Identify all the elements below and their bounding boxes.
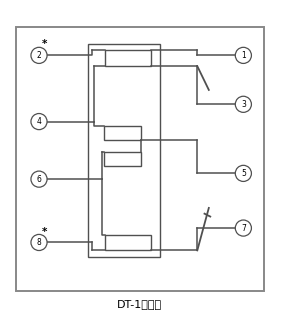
Text: 2: 2	[37, 51, 41, 60]
Bar	[88, 44, 160, 257]
Text: *: *	[42, 226, 47, 237]
Circle shape	[235, 96, 251, 112]
Circle shape	[31, 114, 47, 130]
Circle shape	[31, 234, 47, 251]
Text: 8: 8	[37, 238, 41, 247]
Bar	[105, 234, 151, 250]
Bar	[105, 50, 151, 66]
Bar	[16, 27, 264, 291]
Text: 3: 3	[241, 100, 246, 109]
Circle shape	[31, 47, 47, 63]
Circle shape	[235, 47, 251, 63]
Circle shape	[31, 171, 47, 187]
Circle shape	[235, 220, 251, 236]
Bar	[104, 152, 141, 166]
Bar	[104, 126, 141, 140]
Circle shape	[235, 165, 251, 181]
Text: 4: 4	[37, 117, 41, 126]
Text: DT-1接线图: DT-1接线图	[117, 299, 162, 309]
Text: 1: 1	[241, 51, 246, 60]
Text: 6: 6	[37, 175, 41, 183]
Text: 7: 7	[241, 224, 246, 233]
Text: 5: 5	[241, 169, 246, 178]
Text: *: *	[42, 39, 47, 49]
